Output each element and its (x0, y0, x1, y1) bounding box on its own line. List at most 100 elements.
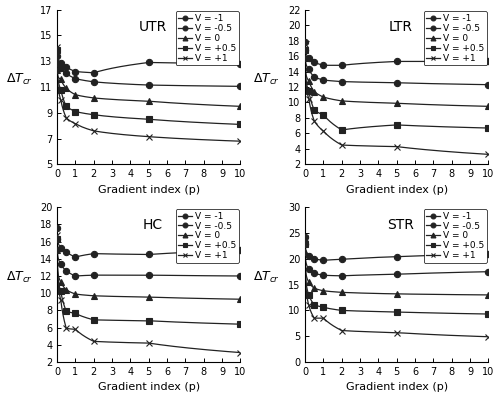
V = -1 (64, 64, 70, 69)
V = +1 (486, 334, 492, 339)
V = +1 (91, 339, 97, 344)
V = 0 (54, 248, 60, 253)
V = -0.5 (394, 272, 400, 277)
V = 0 (72, 292, 78, 297)
V = +0.5 (72, 311, 78, 316)
Line: V = -0.5: V = -0.5 (302, 241, 492, 279)
V = -1 (72, 69, 78, 74)
V = 0 (486, 293, 492, 297)
Line: V = 0: V = 0 (302, 55, 492, 109)
V = +1 (91, 129, 97, 133)
V = -1 (339, 63, 345, 68)
Y-axis label: $\Delta T_{cr}$: $\Delta T_{cr}$ (254, 269, 280, 285)
V = 0 (91, 96, 97, 100)
V = +1 (320, 129, 326, 133)
V = -0.5 (72, 273, 78, 278)
V = +0.5 (339, 128, 345, 133)
V = +0.5 (302, 47, 308, 52)
V = -1 (91, 70, 97, 75)
V = -0.5 (320, 78, 326, 82)
V = -1 (64, 250, 70, 254)
V = -1 (302, 40, 308, 45)
V = -0.5 (306, 67, 312, 72)
V = -0.5 (302, 47, 308, 52)
X-axis label: Gradient index (p): Gradient index (p) (98, 185, 200, 195)
V = 0 (64, 86, 70, 91)
V = -1 (394, 59, 400, 64)
Y-axis label: $\Delta T_{cr}$: $\Delta T_{cr}$ (6, 269, 32, 285)
V = +0.5 (91, 112, 97, 117)
V = -0.5 (339, 79, 345, 84)
V = 0 (312, 89, 318, 94)
V = +1 (394, 330, 400, 335)
V = -1 (486, 59, 492, 64)
Line: V = -1: V = -1 (54, 53, 244, 76)
V = +0.5 (58, 87, 64, 92)
V = +0.5 (146, 318, 152, 323)
V = +1 (486, 152, 492, 157)
V = -1 (486, 251, 492, 256)
V = +0.5 (91, 318, 97, 322)
Legend: V = -1, V = -0.5, V = 0, V = +0.5, V = +1: V = -1, V = -0.5, V = 0, V = +0.5, V = +… (176, 209, 238, 263)
V = +1 (312, 316, 318, 320)
V = -0.5 (146, 273, 152, 277)
V = -0.5 (58, 261, 64, 266)
V = -0.5 (486, 82, 492, 87)
V = +0.5 (394, 310, 400, 314)
V = -0.5 (486, 269, 492, 274)
V = 0 (146, 99, 152, 103)
V = 0 (64, 287, 70, 292)
V = +0.5 (72, 109, 78, 114)
V = -1 (312, 256, 318, 261)
Line: V = +0.5: V = +0.5 (302, 47, 492, 133)
V = +1 (146, 134, 152, 139)
V = -0.5 (91, 80, 97, 84)
V = -1 (394, 254, 400, 259)
V = 0 (91, 293, 97, 298)
V = +0.5 (306, 88, 312, 93)
V = -0.5 (72, 76, 78, 81)
Line: V = 0: V = 0 (302, 248, 492, 298)
Legend: V = -1, V = -0.5, V = 0, V = +0.5, V = +1: V = -1, V = -0.5, V = 0, V = +0.5, V = +… (424, 209, 486, 263)
V = +0.5 (486, 312, 492, 316)
Y-axis label: $\Delta T_{cr}$: $\Delta T_{cr}$ (6, 72, 32, 87)
V = -1 (58, 61, 64, 66)
V = 0 (339, 99, 345, 103)
V = +0.5 (64, 104, 70, 109)
V = 0 (238, 297, 244, 302)
V = 0 (320, 95, 326, 100)
V = +1 (339, 328, 345, 333)
Text: UTR: UTR (138, 20, 166, 34)
V = -1 (146, 252, 152, 257)
V = -1 (339, 257, 345, 262)
V = 0 (306, 280, 312, 285)
V = +1 (302, 42, 308, 47)
Line: V = +0.5: V = +0.5 (54, 47, 244, 127)
V = +1 (72, 327, 78, 332)
Line: V = +0.5: V = +0.5 (54, 236, 244, 327)
V = 0 (394, 291, 400, 296)
V = -1 (72, 255, 78, 259)
V = 0 (394, 101, 400, 105)
V = -0.5 (91, 273, 97, 277)
V = 0 (320, 289, 326, 293)
V = +0.5 (54, 47, 60, 52)
V = -0.5 (54, 237, 60, 242)
X-axis label: Gradient index (p): Gradient index (p) (98, 382, 200, 392)
Line: V = +1: V = +1 (54, 44, 244, 144)
Y-axis label: $\Delta T_{cr}$: $\Delta T_{cr}$ (254, 72, 280, 87)
Text: HC: HC (142, 218, 163, 232)
Line: V = -0.5: V = -0.5 (302, 47, 492, 88)
V = 0 (238, 104, 244, 109)
V = -0.5 (306, 267, 312, 271)
Text: LTR: LTR (388, 20, 412, 34)
V = -1 (302, 235, 308, 240)
Legend: V = -1, V = -0.5, V = 0, V = +0.5, V = +1: V = -1, V = -0.5, V = 0, V = +0.5, V = +… (176, 12, 238, 65)
V = -0.5 (302, 242, 308, 247)
Line: V = -1: V = -1 (302, 234, 492, 263)
V = +1 (238, 350, 244, 355)
V = +0.5 (58, 289, 64, 294)
X-axis label: Gradient index (p): Gradient index (p) (346, 185, 448, 195)
V = -1 (312, 60, 318, 64)
V = +0.5 (64, 309, 70, 314)
